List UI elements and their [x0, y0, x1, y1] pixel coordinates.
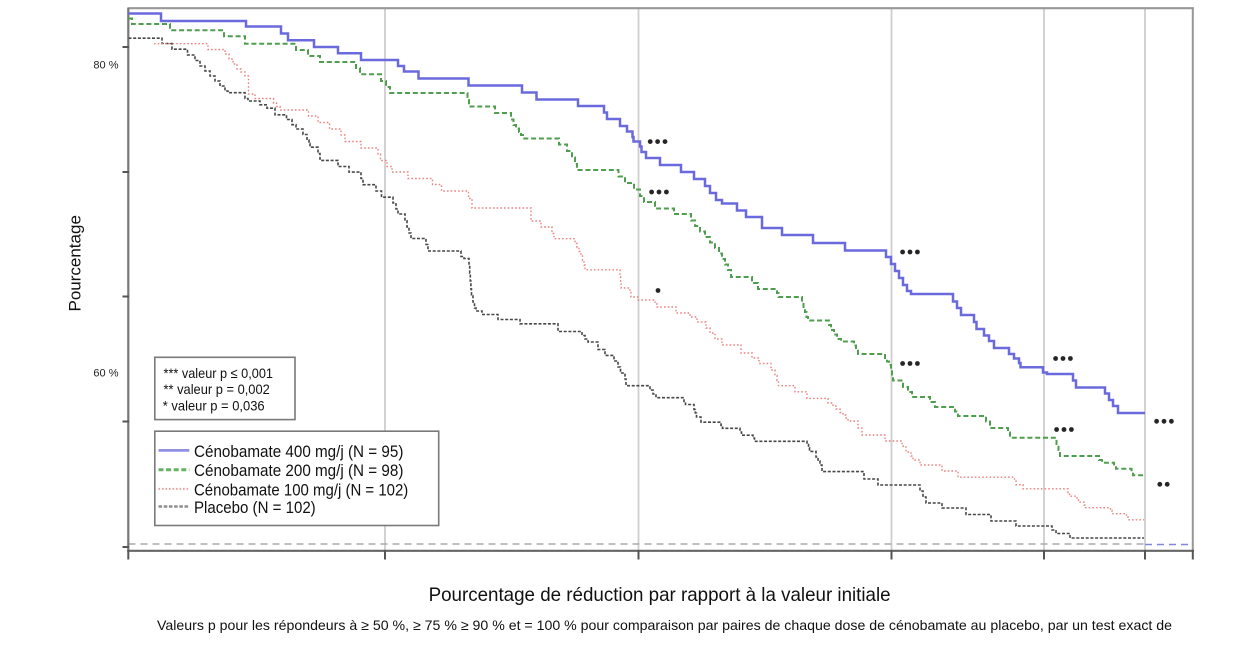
svg-text:Valeurs p pour les répondeurs: Valeurs p pour les répondeurs à ≥ 50 %, … — [157, 617, 1172, 633]
svg-text:*** valeur p ≤ 0,001: *** valeur p ≤ 0,001 — [164, 365, 274, 381]
svg-text:Cénobamate 100 mg/j (N = 102): Cénobamate 100 mg/j (N = 102) — [194, 481, 408, 499]
svg-text:Pourcentage de réduction par r: Pourcentage de réduction par rapport à l… — [429, 585, 891, 606]
svg-text:80 %: 80 % — [93, 60, 118, 72]
svg-text:Placebo (N = 102): Placebo (N = 102) — [194, 499, 316, 517]
svg-text:Pourcentage: Pourcentage — [65, 215, 84, 311]
svg-text:Cénobamate 400 mg/j (N = 95): Cénobamate 400 mg/j (N = 95) — [194, 443, 403, 461]
svg-text:60 %: 60 % — [93, 368, 118, 380]
svg-text:Cénobamate 200 mg/j (N = 98): Cénobamate 200 mg/j (N = 98) — [194, 462, 403, 480]
svg-text:* valeur p = 0,036: * valeur p = 0,036 — [163, 398, 265, 414]
svg-text:** valeur p = 0,002: ** valeur p = 0,002 — [164, 381, 270, 397]
